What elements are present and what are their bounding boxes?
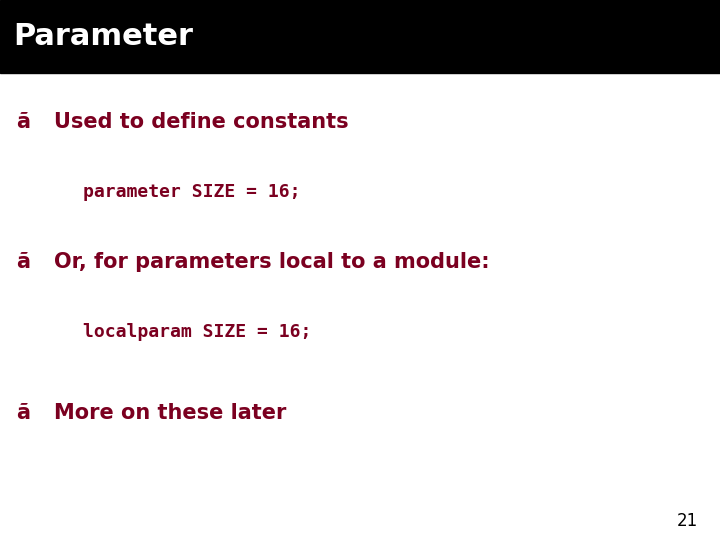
Text: ã: ã — [16, 111, 30, 132]
Text: ã: ã — [16, 252, 30, 272]
Text: localparam SIZE = 16;: localparam SIZE = 16; — [83, 323, 311, 341]
FancyBboxPatch shape — [0, 0, 720, 73]
Text: More on these later: More on these later — [54, 403, 287, 423]
Text: parameter SIZE = 16;: parameter SIZE = 16; — [83, 183, 300, 201]
Text: Parameter: Parameter — [13, 22, 193, 51]
Text: Used to define constants: Used to define constants — [54, 111, 348, 132]
Text: 21: 21 — [677, 512, 698, 530]
Text: ã: ã — [16, 403, 30, 423]
Text: Or, for parameters local to a module:: Or, for parameters local to a module: — [54, 252, 490, 272]
